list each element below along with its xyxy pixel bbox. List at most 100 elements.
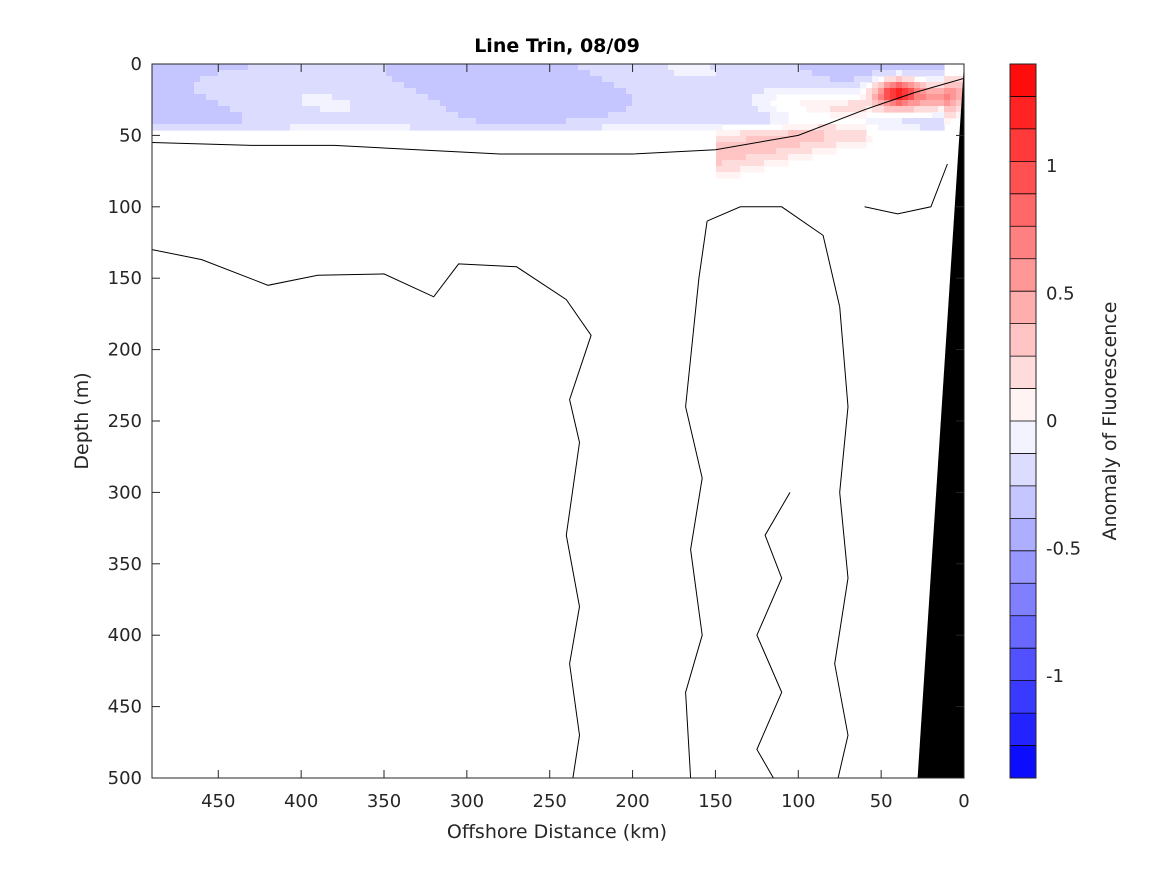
field-cell	[188, 70, 195, 77]
field-cell	[578, 70, 585, 77]
field-cell	[854, 70, 861, 77]
field-cell	[584, 70, 591, 77]
field-cell	[392, 106, 399, 113]
field-cell	[788, 64, 795, 71]
field-cell	[824, 130, 831, 137]
field-cell	[710, 88, 717, 95]
field-cell	[248, 64, 255, 71]
field-cell	[782, 148, 789, 155]
colorbar-tick-label: 0	[1046, 411, 1057, 432]
field-cell	[296, 88, 303, 95]
field-cell	[866, 106, 873, 113]
field-cell	[668, 118, 675, 125]
field-cell	[716, 154, 723, 161]
field-cell	[194, 100, 201, 107]
field-cell	[488, 106, 495, 113]
field-cell	[422, 76, 429, 83]
field-cell	[170, 112, 177, 119]
field-cell	[188, 100, 195, 107]
field-cell	[668, 124, 675, 131]
field-cell	[446, 82, 453, 89]
field-cell	[518, 88, 525, 95]
field-cell	[920, 118, 927, 125]
field-cell	[578, 64, 585, 71]
field-cell	[350, 112, 357, 119]
field-cell	[176, 82, 183, 89]
field-cell	[614, 94, 621, 101]
field-cell	[314, 124, 321, 131]
field-cell	[836, 88, 843, 95]
field-cell	[656, 124, 663, 131]
field-cell	[638, 70, 645, 77]
field-cell	[374, 94, 381, 101]
field-cell	[338, 118, 345, 125]
field-cell	[608, 100, 615, 107]
field-cell	[818, 130, 825, 137]
field-cell	[914, 70, 921, 77]
land-mask	[917, 64, 964, 778]
field-cell	[836, 142, 843, 149]
field-cell	[860, 100, 867, 107]
field-cell	[752, 100, 759, 107]
field-cell	[908, 94, 915, 101]
field-cell	[746, 154, 753, 161]
field-cell	[704, 64, 711, 71]
field-cell	[632, 106, 639, 113]
x-tick-label: 250	[533, 791, 567, 812]
field-cell	[752, 142, 759, 149]
field-cell	[530, 64, 537, 71]
field-cell	[614, 76, 621, 83]
field-cell	[842, 136, 849, 143]
field-cell	[692, 82, 699, 89]
field-cell	[722, 148, 729, 155]
field-cell	[776, 136, 783, 143]
field-cell	[692, 94, 699, 101]
field-cell	[386, 100, 393, 107]
field-cell	[590, 118, 597, 125]
field-cell	[728, 172, 735, 179]
field-cell	[290, 76, 297, 83]
field-cell	[362, 70, 369, 77]
field-cell	[296, 118, 303, 125]
field-cell	[836, 124, 843, 131]
field-cell	[440, 88, 447, 95]
field-cell	[572, 124, 579, 131]
field-cell	[860, 82, 867, 89]
field-cell	[350, 100, 357, 107]
field-cell	[422, 88, 429, 95]
field-cell	[230, 82, 237, 89]
field-cell	[158, 106, 165, 113]
field-cell	[284, 76, 291, 83]
field-cell	[854, 130, 861, 137]
field-cell	[248, 82, 255, 89]
field-cell	[626, 82, 633, 89]
field-cell	[236, 94, 243, 101]
field-cell	[332, 118, 339, 125]
field-cell	[758, 112, 765, 119]
field-cell	[338, 112, 345, 119]
field-cell	[674, 70, 681, 77]
field-cell	[164, 76, 171, 83]
field-cell	[500, 124, 507, 131]
field-cell	[848, 88, 855, 95]
field-cell	[368, 94, 375, 101]
field-cell	[464, 94, 471, 101]
field-cell	[218, 70, 225, 77]
field-cell	[410, 112, 417, 119]
field-cell	[266, 124, 273, 131]
field-cell	[338, 76, 345, 83]
field-cell	[236, 118, 243, 125]
field-cell	[890, 82, 897, 89]
field-cell	[734, 64, 741, 71]
field-cell	[926, 124, 933, 131]
colorbar-swatch	[1010, 453, 1036, 487]
field-cell	[578, 82, 585, 89]
field-cell	[476, 88, 483, 95]
field-cell	[578, 88, 585, 95]
field-cell	[176, 106, 183, 113]
field-cell	[470, 118, 477, 125]
field-cell	[854, 100, 861, 107]
field-cell	[722, 88, 729, 95]
field-cell	[170, 82, 177, 89]
field-cell	[764, 154, 771, 161]
